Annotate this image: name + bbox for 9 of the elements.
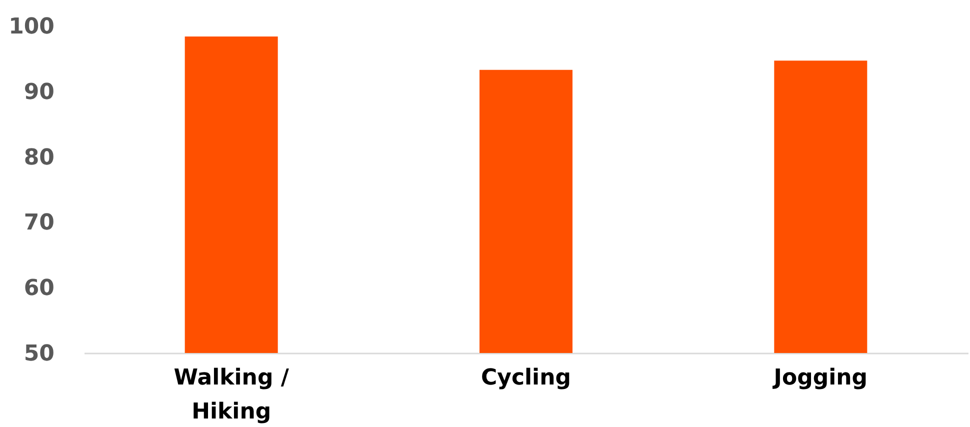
y-tick-label: 80 <box>24 145 54 170</box>
y-tick-label: 90 <box>24 80 54 105</box>
y-tick-label: 70 <box>24 210 54 236</box>
y-tick-label: 60 <box>24 276 54 302</box>
y-tick-label: 50 <box>24 342 54 366</box>
x-tick-label: Walking / Hiking <box>174 366 290 424</box>
y-tick-label: 100 <box>8 14 54 40</box>
x-tick-label: Jogging <box>772 366 868 390</box>
x-tick-label: Cycling <box>480 366 572 390</box>
